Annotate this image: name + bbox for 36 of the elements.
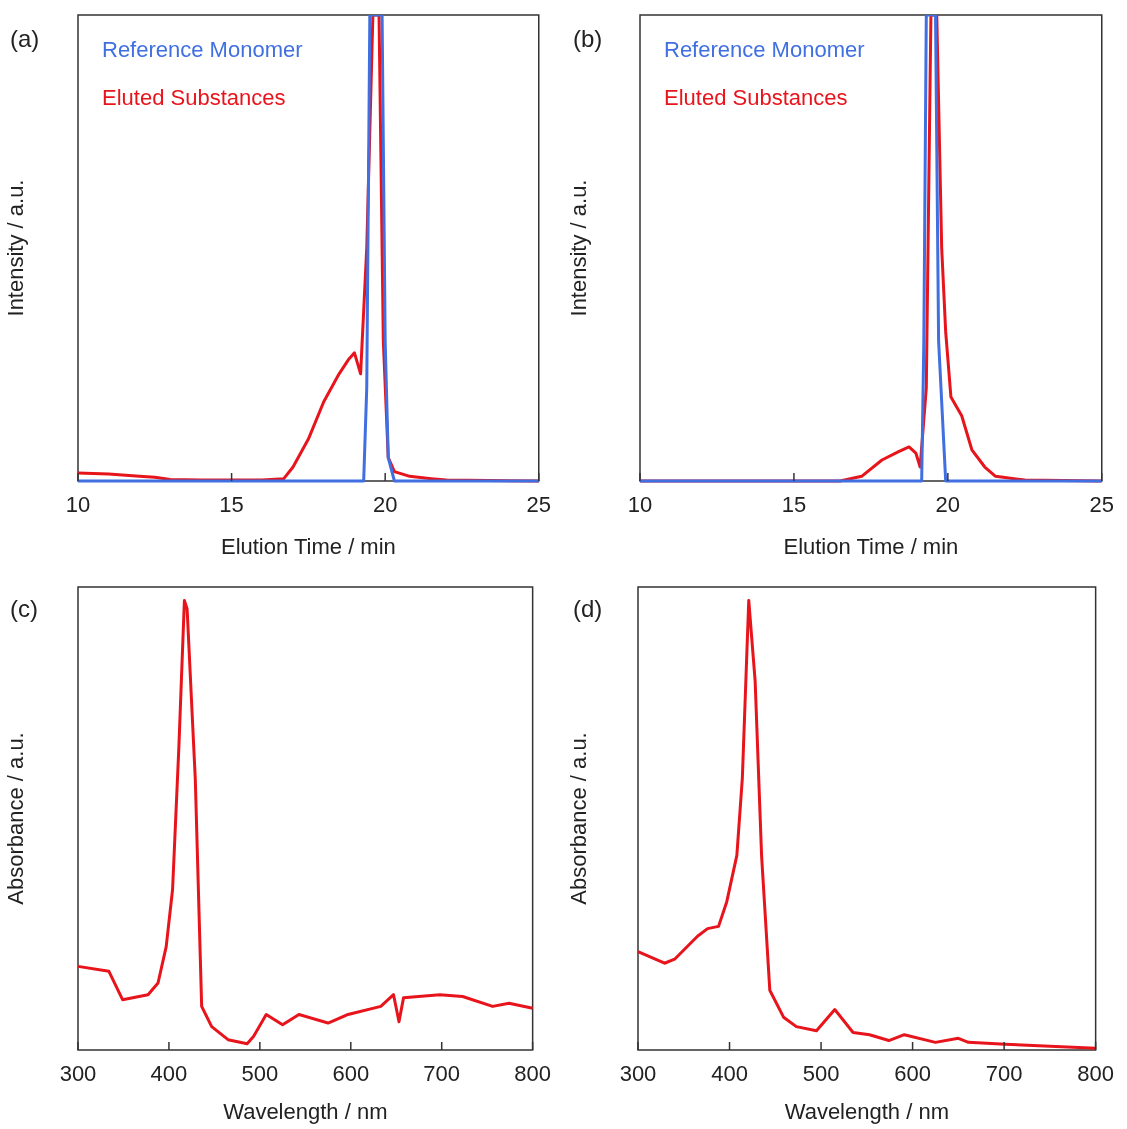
y-axis-title: Absorbance / a.u. [3,732,29,905]
x-tick-label: 25 [1089,492,1115,518]
text: Reference Monomer [102,37,303,63]
x-tick-label: 800 [514,1061,552,1087]
text: Reference Monomer [664,37,865,63]
x-tick-label: 700 [423,1061,461,1087]
x-tick-label: 20 [372,492,398,518]
chart-title: (a) [10,24,40,52]
x-axis-title: Wavelength / nm [784,1098,949,1124]
x-tick-label: 300 [59,1061,97,1087]
x-tick-label: 20 [935,492,961,518]
y-axis-title: Intensity / a.u. [3,179,29,317]
x-tick-label: 300 [619,1061,657,1087]
x-tick-label: 800 [1077,1061,1115,1087]
chart-title: (c) [10,594,38,622]
x-tick-label: 10 [627,492,653,518]
chart-title: (d) [573,594,603,622]
x-tick-label: 10 [65,492,91,518]
x-tick-label: 700 [985,1061,1023,1087]
x-tick-label: 400 [150,1061,188,1087]
x-tick-label: 500 [241,1061,279,1087]
x-tick-label: 25 [526,492,552,518]
text: Eluted Substances [102,85,286,111]
x-tick-label: 400 [711,1061,748,1087]
text: Eluted Substances [664,85,848,111]
x-tick-label: 15 [781,492,807,518]
x-tick-label: 500 [802,1061,840,1087]
x-tick-label: 15 [219,492,244,518]
y-axis-title: Intensity / a.u. [566,179,592,317]
chart-title: (b) [573,24,603,52]
x-axis-title: Elution Time / min [220,533,396,559]
x-tick-label: 600 [332,1061,370,1087]
x-axis-title: Elution Time / min [783,533,959,559]
x-axis-title: Wavelength / nm [223,1098,388,1124]
x-tick-label: 600 [894,1061,931,1087]
y-axis-title: Absorbance / a.u. [566,732,592,905]
